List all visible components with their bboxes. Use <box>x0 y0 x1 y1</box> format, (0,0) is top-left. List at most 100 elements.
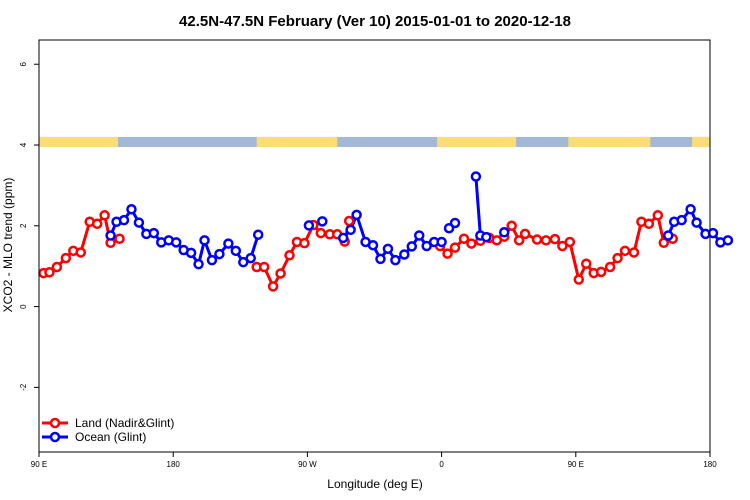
series-0-point-38 <box>549 233 561 245</box>
series-0-point-15 <box>284 250 295 261</box>
series-1-point-37 <box>470 171 482 182</box>
map-strip-land-2 <box>437 136 517 148</box>
series-1-point-44 <box>685 203 696 215</box>
series-0-point-42 <box>580 258 592 270</box>
series-1-point-11 <box>185 247 197 259</box>
series-1-point-4 <box>133 217 145 228</box>
series-1-point-23 <box>351 209 362 221</box>
legend-ocean-marker <box>49 431 61 443</box>
series-0-point-45 <box>604 261 616 273</box>
y-tick-label-0: -2 <box>19 383 28 391</box>
series-0-point-17 <box>299 237 310 249</box>
plot-frame <box>38 39 711 453</box>
series-1-point-3 <box>126 203 137 215</box>
series-1-point-21 <box>337 232 349 244</box>
series-2-point-1 <box>317 216 328 227</box>
series-2-point-0 <box>303 220 315 231</box>
series-0-point-48 <box>628 247 640 258</box>
legend-ocean-label: Ocean (Glint) <box>75 430 146 444</box>
series-1-point-31 <box>413 230 425 241</box>
series-0-point-13 <box>267 281 279 292</box>
legend: Land (Nadir&Glint) Ocean (Glint) <box>42 416 174 444</box>
series-0-point-27 <box>458 233 470 244</box>
x-tick-label-3: 0 <box>439 460 444 469</box>
map-strip-land-1 <box>256 136 338 148</box>
map-strip-land-4 <box>692 136 710 148</box>
y-tick-label-2: 2 <box>19 223 28 228</box>
series-1-point-22 <box>345 224 356 236</box>
series-1-point-17 <box>230 245 242 257</box>
chart-title: 42.5N-47.5N February (Ver 10) 2015-01-01… <box>179 13 571 30</box>
series-1-point-32 <box>421 240 432 252</box>
series-0-point-25 <box>442 248 453 259</box>
series-0-point-5 <box>75 247 87 258</box>
series-0-point-51 <box>652 210 664 221</box>
series-1-point-14 <box>206 254 218 266</box>
series-0-point-50 <box>643 218 655 230</box>
series-0-point-14 <box>275 268 286 279</box>
series-1-point-6 <box>148 227 160 239</box>
legend-land-label: Land (Nadir&Glint) <box>75 416 174 430</box>
series-0-point-3 <box>60 252 72 264</box>
series-0-point-47 <box>619 245 631 257</box>
x-tick-label-5: 180 <box>703 460 717 469</box>
series-0-point-37 <box>540 235 552 246</box>
series-1-point-34 <box>436 236 447 248</box>
series-0-point-33 <box>506 220 517 232</box>
y-axis-label: XCO2 - MLO trend (ppm) <box>1 178 15 313</box>
series-0-point-1 <box>44 267 55 278</box>
series-1-point-30 <box>406 241 418 252</box>
series-1-point-39 <box>481 231 492 243</box>
series-1-point-2 <box>118 214 130 226</box>
legend-land-marker <box>49 417 61 429</box>
series-1-point-18 <box>238 256 249 268</box>
series-0-point-46 <box>612 252 623 264</box>
series-0-point-10 <box>114 233 125 244</box>
series-0-point-35 <box>519 228 531 240</box>
map-strip-land-3 <box>568 136 651 148</box>
series-1-point-40 <box>498 227 510 238</box>
series-1-point-25 <box>367 239 379 251</box>
series-0-point-44 <box>595 266 607 278</box>
series-0-point-28 <box>466 238 477 249</box>
series-1-point-26 <box>375 253 386 265</box>
series-1-point-9 <box>170 237 182 248</box>
series-1-point-47 <box>707 227 719 239</box>
y-tick-label-1: 0 <box>19 304 28 309</box>
series-1-point-16 <box>223 238 234 249</box>
series-1-point-0 <box>105 230 116 241</box>
map-strip <box>39 136 710 148</box>
series-1-point-28 <box>390 254 401 266</box>
series-1-point-49 <box>722 235 734 246</box>
series-0-point-36 <box>531 234 543 245</box>
map-strip-ocean <box>39 136 710 148</box>
series-0-point-39 <box>557 240 568 252</box>
series-0-point-34 <box>513 235 525 246</box>
series-1-point-12 <box>193 258 204 270</box>
x-tick-label-2: 90 W <box>298 460 317 469</box>
series-1-point-43 <box>676 214 687 226</box>
series-0-point-19 <box>315 227 327 239</box>
series-1-point-13 <box>199 235 210 246</box>
x-tick-label-1: 180 <box>167 460 181 469</box>
series-1-point-20 <box>252 229 264 240</box>
series-0-point-40 <box>564 236 576 248</box>
x-axis-label: Longitude (deg E) <box>327 477 422 491</box>
series-0-point-41 <box>573 274 585 285</box>
series-1-point-27 <box>382 243 394 255</box>
series-1-point-45 <box>691 217 702 228</box>
y-axis: -2 0 2 4 6 <box>19 61 39 391</box>
y-tick-label-3: 4 <box>19 142 28 147</box>
series-1-point-41 <box>662 230 674 241</box>
series-1-point-36 <box>449 217 461 229</box>
series-0-point-23 <box>343 215 355 227</box>
series-1-point-19 <box>245 252 256 264</box>
series-0-point-52 <box>658 237 670 249</box>
series-layer <box>38 171 734 292</box>
y-tick-label-4: 6 <box>19 61 28 66</box>
map-strip-land-0 <box>39 136 119 148</box>
series-0-point-7 <box>91 218 103 230</box>
series-0-point-8 <box>99 210 110 221</box>
series-0-point-26 <box>449 242 461 253</box>
